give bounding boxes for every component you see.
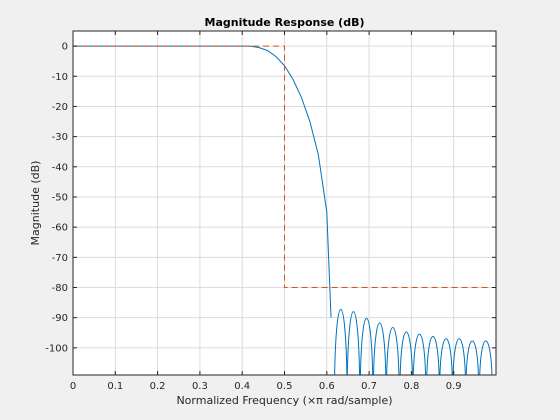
spec-mask-line — [73, 45, 496, 288]
y-tick-label: -100 — [45, 343, 68, 354]
sidelobe — [465, 340, 479, 375]
x-axis-label: Normalized Frequency (×π rad/sample) — [176, 394, 392, 407]
y-tick-label: -40 — [52, 162, 68, 173]
x-tick-label: 0.6 — [319, 381, 335, 392]
x-tick-label: 0.1 — [107, 381, 123, 392]
y-tick-label: -90 — [52, 313, 68, 324]
x-tick-label: 0.2 — [150, 381, 166, 392]
y-tick-label: -10 — [52, 72, 68, 83]
y-tick-label: 0 — [62, 42, 68, 53]
sidelobe — [373, 322, 387, 375]
y-tick-label: -20 — [52, 102, 68, 113]
ticks — [72, 31, 496, 375]
y-axis-label: Magnitude (dB) — [29, 161, 42, 246]
x-tick-label: 0.3 — [192, 381, 208, 392]
x-tick-label: 0.7 — [361, 381, 377, 392]
sidelobe — [399, 331, 413, 375]
y-tick-label: -50 — [52, 192, 68, 203]
y-tick-label: -30 — [52, 132, 68, 143]
sidelobe — [479, 340, 493, 375]
sidelobe — [439, 338, 453, 375]
sidelobe — [426, 336, 440, 375]
response-line — [73, 45, 332, 318]
x-tick-labels: 0 0.1 0.2 0.3 0.4 0.5 0.6 0.7 0.8 0.9 — [70, 381, 462, 392]
y-tick-label: -60 — [52, 223, 68, 234]
y-tick-label: -70 — [52, 253, 68, 264]
sidelobe — [346, 311, 361, 375]
x-tick-label: 0.4 — [234, 381, 250, 392]
x-tick-label: 0.8 — [403, 381, 419, 392]
x-tick-label: 0 — [70, 381, 76, 392]
chart-title: Magnitude Response (dB) — [205, 16, 365, 29]
sidelobe — [452, 338, 466, 375]
series-layer — [73, 45, 496, 375]
y-tick-labels: 0 -10 -20 -30 -40 -50 -60 -70 -80 -90 -100 — [45, 42, 68, 355]
x-tick-label: 0.5 — [277, 381, 293, 392]
sidelobe — [359, 318, 374, 375]
sidelobe — [334, 308, 348, 375]
sidelobe — [412, 334, 427, 375]
sidelobe — [386, 326, 400, 375]
x-tick-label: 0.9 — [446, 381, 462, 392]
y-tick-label: -80 — [52, 283, 68, 294]
